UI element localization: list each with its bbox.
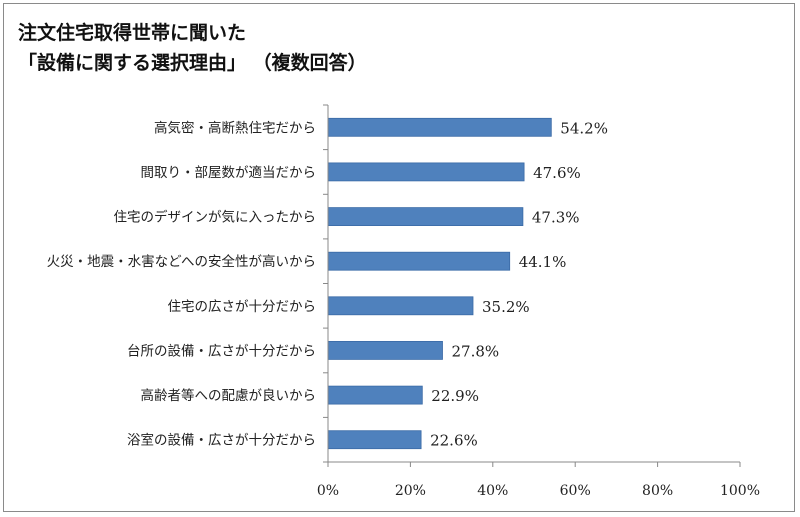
x-tick-label-0: 0% xyxy=(317,483,339,499)
bar-5 xyxy=(327,296,474,316)
category-label-1: 高気密・高断熱住宅だから xyxy=(154,119,316,136)
category-label-8: 浴室の設備・広さが十分だから xyxy=(127,432,316,449)
bar-2 xyxy=(327,162,525,182)
value-label-5: 35.2% xyxy=(482,298,530,316)
value-label-6: 27.8% xyxy=(452,342,500,360)
category-label-4: 火災・地震・水害などへの安全性が高いから xyxy=(47,253,316,270)
category-label-5: 住宅の広さが十分だから xyxy=(168,299,317,315)
category-label-7: 高齢者等への配慮が良いから xyxy=(141,387,317,404)
category-label-3: 住宅のデザインが気に入ったから xyxy=(114,209,317,226)
x-tick-label-1: 20% xyxy=(395,483,426,499)
bar-7 xyxy=(327,385,423,405)
x-tick-label-2: 40% xyxy=(477,483,508,499)
bar-1 xyxy=(327,117,552,137)
value-label-3: 47.3% xyxy=(532,209,580,227)
bar-3 xyxy=(327,207,524,227)
value-label-8: 22.6% xyxy=(430,432,478,450)
value-label-4: 44.1% xyxy=(519,253,567,271)
x-tick-label-3: 60% xyxy=(560,483,591,499)
value-label-2: 47.6% xyxy=(533,164,581,182)
bar-6 xyxy=(327,340,443,360)
x-tick-label-4: 80% xyxy=(642,483,673,499)
value-label-1: 54.2% xyxy=(560,119,608,137)
bar-4 xyxy=(327,251,511,271)
chart-title: 注文住宅取得世帯に聞いた 「設備に関する選択理由」 （複数回答） xyxy=(18,18,367,78)
category-label-6: 台所の設備・広さが十分だから xyxy=(127,343,316,359)
category-label-2: 間取り・部屋数が適当だから xyxy=(141,164,317,181)
x-tick-label-5: 100% xyxy=(720,483,760,499)
chart-title-line-2: 「設備に関する選択理由」 （複数回答） xyxy=(18,52,367,74)
chart-title-line-1: 注文住宅取得世帯に聞いた xyxy=(18,22,247,44)
bar-8 xyxy=(327,430,422,450)
value-label-7: 22.9% xyxy=(431,387,479,405)
